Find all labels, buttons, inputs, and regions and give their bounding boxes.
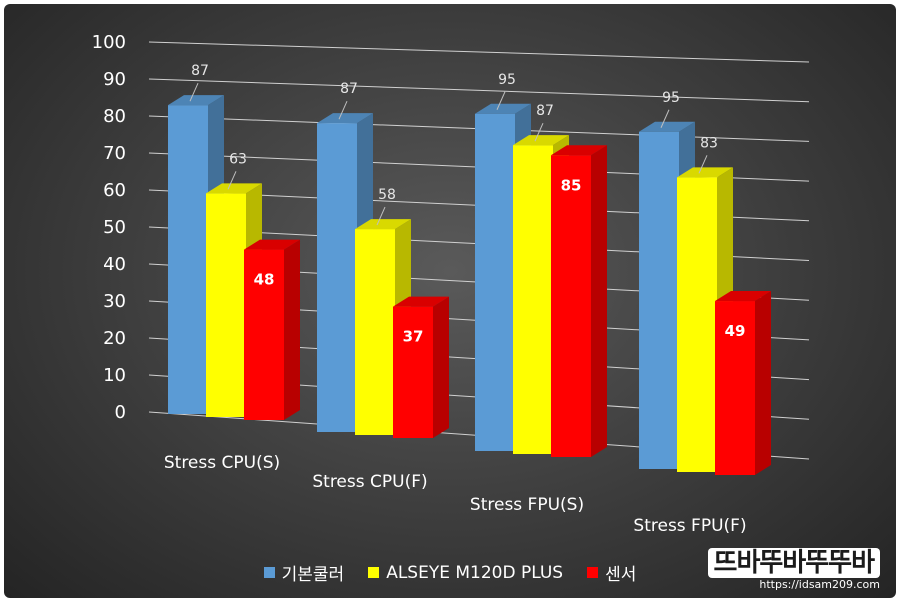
bar-side [755, 291, 771, 475]
y-tick-label: 70 [103, 143, 126, 164]
data-label: 95 [498, 72, 516, 88]
data-label: 49 [725, 322, 746, 340]
category-label: Stress CPU(S) [164, 453, 280, 473]
bar [244, 239, 300, 420]
legend-swatch-yellow [368, 567, 380, 578]
leader-line [376, 206, 386, 226]
bar-top [317, 113, 373, 124]
bar-side [284, 239, 300, 420]
legend-swatch-blue [263, 567, 275, 578]
gridline [148, 78, 810, 103]
legend-item-series-3: 센서 [587, 560, 636, 585]
bar-front [168, 105, 208, 415]
legend-item-series-1: 기본쿨러 [263, 560, 345, 585]
legend-swatch-red [587, 567, 599, 578]
bar-top [639, 121, 695, 132]
bar-front [244, 249, 284, 420]
bar-top [677, 167, 733, 178]
bars [168, 95, 771, 475]
bar-side [433, 296, 449, 438]
watermark-url: https://idsam209.com [759, 578, 880, 591]
leader-line [189, 82, 199, 102]
data-label: 63 [229, 151, 247, 167]
bar-front [513, 145, 553, 454]
bar-front [677, 177, 717, 472]
bar-front [715, 301, 755, 475]
bar-top [513, 135, 569, 146]
bar-top [475, 103, 531, 114]
category-label: Stress FPU(S) [470, 495, 584, 515]
leader-line [338, 100, 348, 120]
bar-top [715, 291, 771, 302]
data-label: 83 [700, 135, 718, 151]
data-label: 87 [340, 81, 358, 97]
y-tick-label: 0 [115, 402, 126, 423]
y-tick-label: 10 [103, 365, 126, 386]
bar-top [206, 183, 262, 194]
bar-front [317, 123, 357, 433]
bar-front [206, 193, 246, 417]
leader-line [660, 109, 670, 128]
bar-top [393, 296, 449, 307]
bar-top [551, 145, 607, 156]
data-label: 87 [191, 63, 209, 79]
data-label: 87 [536, 103, 554, 119]
bar-front [639, 131, 679, 469]
y-tick-label: 60 [103, 180, 126, 201]
bar [393, 296, 449, 438]
watermark-logo: 뜨바뚜바뚜뚜바 [707, 548, 880, 578]
data-label: 48 [254, 271, 275, 289]
bar-front [393, 306, 433, 438]
data-label: 85 [561, 176, 582, 194]
data-labels: 87 63 48 87 58 37 95 87 85 95 83 49 [189, 63, 746, 346]
bar-top [168, 95, 224, 106]
y-tick-label: 100 [92, 32, 126, 53]
leader-line [534, 122, 544, 142]
bar-front [551, 155, 591, 457]
legend-label: 기본쿨러 [281, 565, 345, 585]
watermark: 뜨바뚜바뚜뚜바 https://idsam209.com [707, 548, 880, 592]
legend-label: ALSEYE M120D PLUS [386, 562, 564, 583]
y-tick-label: 20 [103, 328, 126, 349]
y-axis-ticks: 0 10 20 30 40 50 60 70 80 90 100 [92, 32, 126, 423]
y-tick-label: 40 [103, 254, 126, 275]
bar-top [355, 219, 411, 230]
legend-label: 센서 [605, 565, 637, 585]
data-label: 58 [378, 187, 396, 203]
bar-top [244, 239, 300, 250]
chart-frame: 0 10 20 30 40 50 60 70 80 90 100 87 63 48 87 58 37 95 87 8… [4, 4, 896, 598]
data-label: 37 [403, 328, 424, 346]
legend: 기본쿨러 ALSEYE M120D PLUS 센서 [4, 560, 896, 585]
y-tick-label: 90 [103, 69, 126, 90]
leader-line [496, 91, 506, 110]
y-tick-label: 80 [103, 106, 126, 127]
y-tick-label: 50 [103, 217, 126, 238]
legend-item-series-2: ALSEYE M120D PLUS [368, 560, 563, 585]
y-tick-label: 30 [103, 291, 126, 312]
bar-front [355, 229, 395, 435]
bar [551, 145, 607, 457]
category-labels: Stress CPU(S) Stress CPU(F) Stress FPU(S) S… [164, 453, 747, 536]
bar [715, 291, 771, 475]
bar-side [591, 145, 607, 457]
leader-line [227, 171, 237, 190]
category-label: Stress CPU(F) [312, 472, 427, 492]
data-label: 95 [662, 90, 680, 106]
bar-front [475, 113, 515, 451]
category-label: Stress FPU(F) [633, 516, 746, 536]
gridline [148, 41, 810, 63]
leader-line [698, 155, 708, 174]
